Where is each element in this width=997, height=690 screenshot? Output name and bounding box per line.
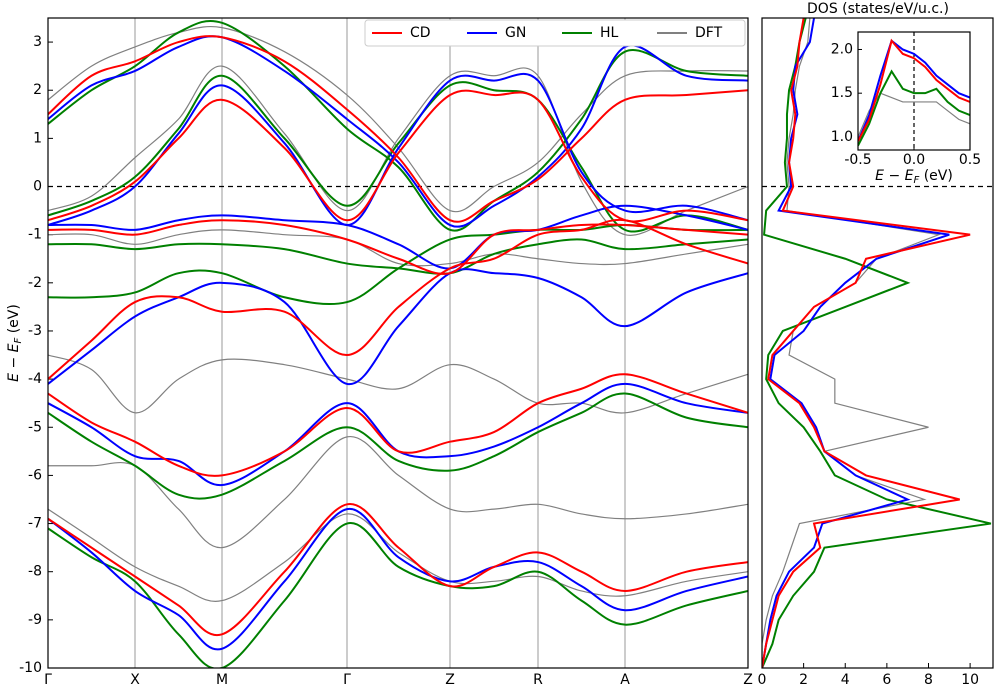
y-tick-label: -5 [28,419,42,435]
x-tick-label: A [620,672,630,688]
legend-box [364,19,746,47]
y-label-main: E − E [6,343,22,381]
x-tick-label: M [216,672,228,688]
x-tick-label: R [533,672,543,688]
x-tick-label: Z [445,672,455,688]
y-label-sub: F [13,338,24,344]
x-tick-label: X [130,672,140,688]
plot-frame [47,17,749,669]
x-tick-label: 2 [799,672,808,688]
y-axis-label: E − EF (eV) [6,304,24,382]
x-tick-label: 0.5 [959,152,981,168]
inset-x-label: E − EF (eV) [875,168,953,186]
dos-panel: 0 2 4 6 8 10 [758,17,994,688]
x-label-main: E − E [875,168,913,184]
dos-line [762,18,971,668]
band-line [48,503,748,637]
y-tick-label: -10 [19,660,42,676]
x-tick-label: 0.0 [903,152,925,168]
x-tick-label: -0.5 [844,152,871,168]
dos-line [762,18,992,668]
y-tick-label: 1.5 [831,85,853,101]
legend: CD GN HL DFT [364,19,746,47]
band-line [48,218,748,380]
y-tick-label: 1.0 [831,129,853,145]
y-tick-label: -1 [28,227,42,243]
band-line [48,74,748,233]
band-line [48,224,748,306]
inset-line [858,38,970,142]
inset-curves [858,32,970,150]
inset-line [858,69,970,147]
y-tick-label: -7 [28,516,42,532]
x-tick-label: 4 [841,672,850,688]
inset-panel: -0.5 0.0 0.5 1.0 1.5 2.0 [831,31,981,168]
dos-curves [762,18,993,668]
y-tick-label: -8 [28,564,42,580]
band-line [48,354,748,414]
band-line [48,229,748,267]
band-line [48,204,748,270]
x-tick-label: 6 [882,672,891,688]
legend-label: CD [410,25,431,41]
band-line [48,35,748,228]
band-line [48,508,748,651]
bands [48,19,748,668]
legend-label: GN [505,25,526,41]
y-tick-label: 2 [33,82,42,98]
x-tick-label: 0 [758,672,767,688]
y-tick-label: -4 [28,371,42,387]
band-line [48,219,748,275]
y-tick-label: 0 [33,179,42,195]
band-line [48,392,748,500]
y-tick-label: -6 [28,467,42,483]
x-tick-label: Γ [343,672,351,688]
x-tick-label: 10 [961,672,979,688]
y-tick-label: -2 [28,275,42,291]
band-line [48,268,748,385]
band-line [48,436,748,549]
dos-line [762,18,942,668]
band-line [48,508,748,602]
band-line [48,35,748,223]
band-line [48,373,748,477]
band-line [48,522,748,668]
legend-label: HL [600,25,619,41]
y-tick-label: 3 [33,34,42,50]
y-tick-label: -3 [28,323,42,339]
dos-title: DOS (states/eV/u.c.) [807,1,949,17]
y-label-unit: (eV) [6,304,22,338]
x-label-unit: (eV) [919,168,953,184]
y-tick-label: -9 [28,612,42,628]
x-tick-label: Z [743,672,753,688]
plot-frame [857,31,971,151]
x-tick-label: Γ [44,672,52,688]
y-tick-label: 2.0 [831,41,853,57]
x-label-sub: F [913,175,919,186]
plot-frame [761,17,994,669]
x-tick-label: 8 [924,672,933,688]
y-tick-label: 1 [33,130,42,146]
legend-label: DFT [695,25,723,41]
inset-line [858,39,970,142]
